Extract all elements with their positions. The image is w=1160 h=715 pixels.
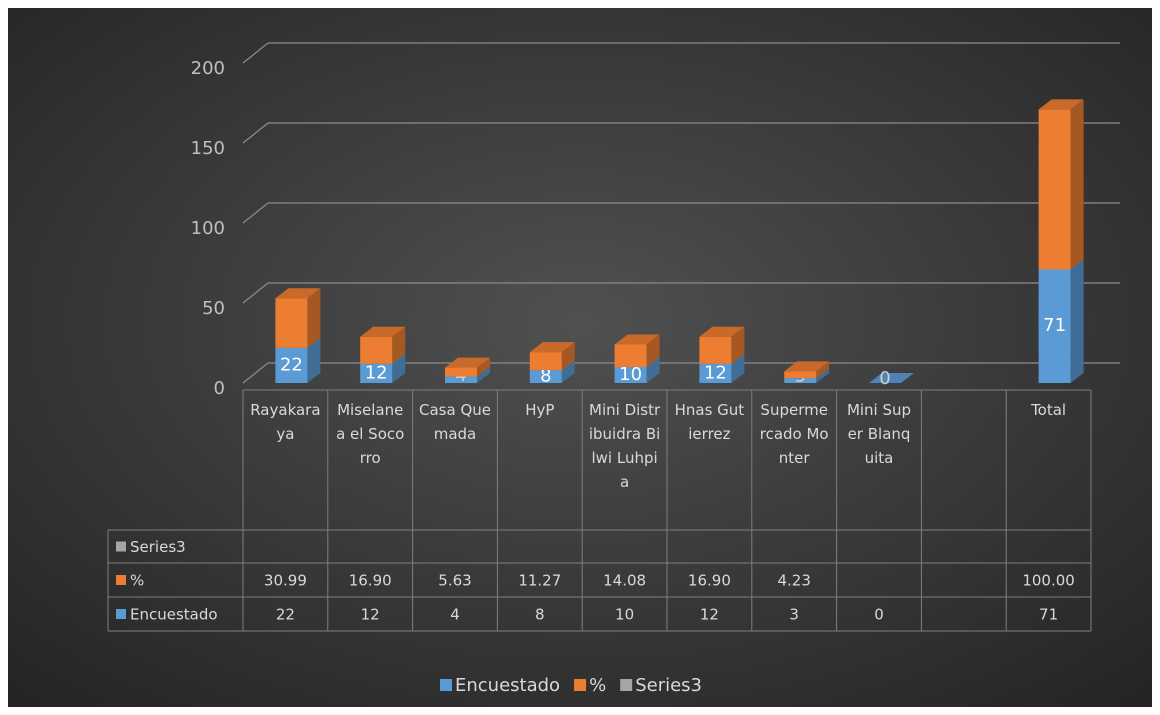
- data-label: 12: [704, 362, 727, 383]
- table-cell: 0: [874, 606, 884, 624]
- bar-top: [699, 326, 745, 337]
- table-cell: 12: [361, 606, 380, 624]
- table-cell: 3: [789, 606, 799, 624]
- bar: [784, 378, 817, 383]
- bar: [360, 336, 393, 364]
- bar: [445, 376, 477, 383]
- table-cell: 16.90: [349, 572, 392, 590]
- bar: [614, 344, 647, 367]
- bar-side: [561, 360, 575, 383]
- legend-label: %: [589, 675, 606, 696]
- legend-label: Series3: [635, 675, 702, 696]
- bar-side: [561, 342, 575, 371]
- table-row-header: Series3: [130, 538, 186, 556]
- grid-line: [242, 122, 1120, 144]
- y-tick-label: 150: [191, 138, 225, 159]
- x-tick-label: Hnas Gutierrez: [674, 401, 745, 443]
- bar: [445, 367, 477, 377]
- grid-line: [242, 282, 1120, 304]
- x-tick-label: Casa Quemada: [419, 401, 491, 443]
- bar-side: [477, 366, 490, 383]
- y-tick-label: 100: [191, 218, 225, 239]
- bar-top: [1038, 99, 1084, 110]
- table-cell: 71: [1039, 606, 1058, 624]
- bar-top: [529, 342, 575, 353]
- legend-key: [574, 679, 587, 691]
- table-cell: 11.27: [518, 572, 561, 590]
- bar-top: [614, 334, 660, 345]
- bar: [784, 371, 817, 379]
- x-tick-label: Mini Super Blanquita: [846, 401, 912, 467]
- bar: [360, 363, 393, 383]
- x-tick-label: Miselanea el Socorro: [336, 401, 405, 467]
- bar-side: [1070, 99, 1084, 270]
- bar-top: [784, 361, 830, 372]
- bar-top: [360, 326, 406, 337]
- grid-line: [242, 42, 1120, 64]
- x-tick-label: Supermercado Monter: [759, 401, 829, 467]
- legend-key: [620, 679, 633, 691]
- data-label: 10: [619, 364, 642, 385]
- table-row-header: Encuestado: [130, 606, 218, 624]
- data-label: 12: [365, 362, 388, 383]
- bar-top: [869, 373, 914, 383]
- table-legend-key: [116, 575, 126, 585]
- bar-side: [392, 353, 406, 383]
- x-tick-label: Rayakaraya: [250, 401, 321, 443]
- y-tick-label: 0: [214, 378, 225, 399]
- data-label: 0: [879, 368, 890, 389]
- legend-label: Encuestado: [455, 675, 560, 696]
- table-row-header: %: [130, 572, 144, 590]
- table-cell: 14.08: [603, 572, 646, 590]
- chart-background: [8, 8, 1152, 707]
- data-label: 8: [540, 366, 551, 387]
- table-cell: 8: [535, 606, 545, 624]
- bar-side: [731, 326, 745, 364]
- table-cell: 16.90: [688, 572, 731, 590]
- bar-side: [1070, 259, 1084, 383]
- data-label: 71: [1043, 315, 1066, 336]
- table-cell: 100.00: [1022, 572, 1075, 590]
- bar: [699, 336, 732, 364]
- bar-side: [307, 337, 321, 383]
- data-label: 22: [280, 354, 303, 375]
- bar-top: [275, 288, 321, 299]
- bar: [275, 298, 308, 348]
- legend-key: [440, 679, 452, 691]
- bar-side: [816, 368, 830, 383]
- grid-line: [242, 202, 1120, 224]
- table-cell: 4.23: [777, 572, 810, 590]
- bar: [529, 352, 562, 371]
- y-tick-label: 50: [202, 298, 225, 319]
- table-cell: 12: [700, 606, 719, 624]
- bar-side: [477, 357, 490, 377]
- bar: [529, 370, 562, 383]
- bar: [614, 367, 647, 383]
- bar-side: [307, 288, 321, 348]
- table-cell: 10: [615, 606, 634, 624]
- bar-top: [445, 357, 490, 368]
- bar-side: [646, 334, 660, 367]
- y-tick-label: 200: [191, 58, 225, 79]
- bar-side: [392, 326, 406, 364]
- table-cell: 5.63: [438, 572, 471, 590]
- x-tick-label: Total: [1031, 401, 1067, 419]
- table-legend-key: [116, 541, 126, 552]
- bar: [275, 347, 308, 383]
- bar-side: [731, 353, 745, 383]
- x-tick-label: HyP: [525, 401, 555, 419]
- grid-line: [242, 362, 1120, 384]
- bar-side: [816, 361, 830, 379]
- table-cell: 4: [450, 606, 460, 624]
- table-legend-key: [116, 609, 126, 619]
- bar: [1038, 109, 1071, 270]
- bar: [1038, 269, 1071, 383]
- x-tick-label: Mini Distribuidra Bilwi Luhpia: [588, 401, 661, 491]
- table-cell: 22: [276, 606, 295, 624]
- bar: [699, 363, 732, 383]
- bar-side: [646, 357, 660, 383]
- table-cell: 30.99: [264, 572, 307, 590]
